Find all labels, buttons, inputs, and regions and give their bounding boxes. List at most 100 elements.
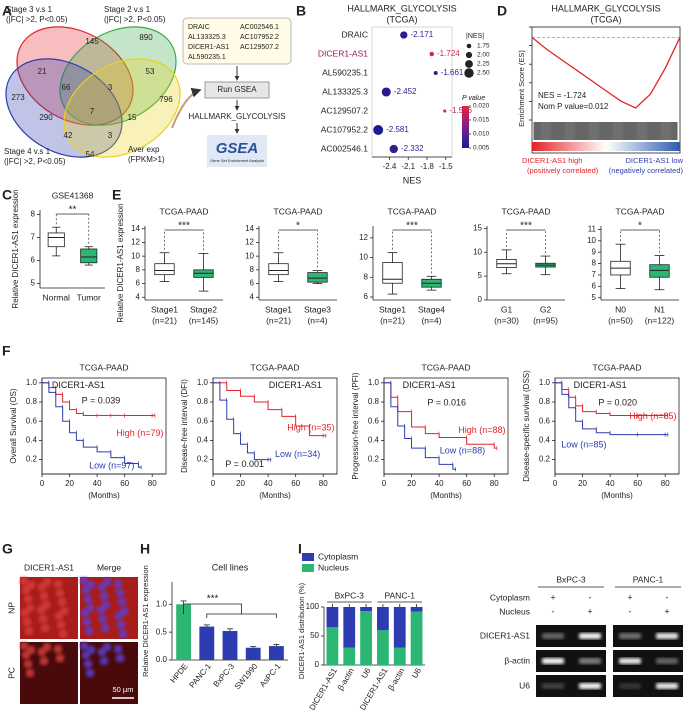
n-label: (n=95) [533, 315, 558, 325]
y-axis-label: Enrichment Score (ES) [517, 50, 526, 127]
y-tick-label: 0.6 [197, 416, 209, 425]
y-tick-label: 9 [592, 247, 597, 256]
sign: - [629, 606, 632, 616]
x-tick-label: Tumor [77, 292, 101, 302]
y-tick-label: 12 [245, 238, 254, 247]
annotation: Nom P value=0.012 [538, 102, 609, 111]
x-tick-label: 0 [211, 479, 216, 488]
gene-name: DRAIC [188, 24, 210, 31]
y-tick-label: 1.0 [197, 378, 209, 387]
y-tick-label: 14 [131, 224, 140, 233]
cell [22, 617, 32, 627]
survival-step [466, 437, 495, 445]
y-tick-label: 0.2 [368, 455, 380, 464]
cell [55, 588, 65, 598]
y-tick-label: 1.0 [368, 378, 380, 387]
survival-step [493, 444, 497, 449]
y-tick-label: 10 [131, 251, 140, 260]
x-tick-label: 60 [462, 479, 471, 488]
value-label: -1.724 [437, 49, 460, 58]
x-tick-label: Stage1 [151, 304, 178, 314]
survival-step [124, 457, 139, 464]
significance: *** [406, 221, 418, 232]
survival-step [55, 392, 63, 408]
survival-step [424, 426, 440, 435]
cell [53, 644, 63, 654]
y-tick-label: 10 [473, 247, 482, 256]
bar-segment [377, 630, 389, 665]
box [47, 232, 65, 248]
plot-frame [41, 377, 167, 475]
survival-step [438, 433, 467, 439]
venn-label: (|FC| >2, P<0.05) [104, 15, 166, 24]
legend-label: High (n=85) [629, 411, 676, 421]
cell [102, 642, 112, 652]
cell [42, 642, 52, 652]
y-tick-label: 0.8 [539, 397, 551, 406]
bar [245, 647, 261, 660]
colorbar [462, 106, 469, 148]
cell [86, 645, 96, 655]
value-label: -1.661 [441, 68, 464, 77]
es-curve [531, 36, 681, 109]
sign: - [589, 592, 592, 602]
cell [53, 579, 63, 589]
n-label: (n=4) [307, 315, 327, 325]
group-label: BxPC-3 [335, 590, 365, 600]
group-label: BxPC-3 [556, 574, 586, 584]
gene-label: DICER1-AS1 [269, 380, 322, 390]
step-box [204, 81, 270, 99]
panel-letter: A [2, 3, 12, 19]
x-tick-label: 40 [93, 479, 102, 488]
survival-step [582, 421, 597, 430]
legend-label: (negatively correlated) [609, 166, 684, 175]
group-label: PANC-1 [384, 590, 415, 600]
cell [26, 645, 36, 655]
y-axis-label: Disease-free interval (DFI) [180, 379, 189, 473]
survival-step [110, 451, 125, 459]
y-tick-label: 8 [250, 265, 255, 274]
logo-box [207, 135, 267, 167]
cell [99, 656, 109, 666]
cell [101, 600, 111, 610]
survival-step [75, 409, 84, 415]
chart-title: TCGA-PAAD [388, 206, 437, 216]
panel-letter: I [298, 541, 302, 557]
band-label: U6 [519, 680, 530, 690]
survival-step [568, 394, 576, 409]
gel-lane [536, 650, 606, 672]
venn-set [59, 26, 177, 126]
panel-letter: F [2, 343, 11, 359]
x-tick-label: 40 [435, 479, 444, 488]
gene-label: DICER1-AS1 [403, 380, 456, 390]
y-tick-label: 8 [136, 265, 141, 274]
survival-step [609, 413, 638, 416]
cell [116, 620, 126, 630]
gel-lane [536, 675, 606, 697]
chart-title: HALLMARK_GLYCOLYSIS [347, 3, 456, 13]
y-tick-label: 7 [31, 233, 36, 242]
y-tick-label: 0 [478, 295, 483, 304]
cell [57, 597, 67, 607]
survival-step [595, 411, 611, 415]
x-tick-label: DICER1-AS1 [308, 666, 340, 712]
gel-band [542, 658, 564, 664]
cell [113, 579, 123, 589]
venn-count: 145 [85, 37, 99, 46]
legend-label: DICER1-AS1 high [522, 156, 582, 165]
x-tick-label: 80 [148, 479, 157, 488]
y-tick-label: 6 [364, 292, 369, 301]
legend-label: Low (n=85) [561, 440, 606, 450]
survival-step [240, 390, 255, 397]
x-tick-label: -2.1 [401, 162, 415, 171]
survival-step [240, 433, 248, 445]
y-tick-label: 0.4 [539, 436, 551, 445]
x-tick-label: 40 [264, 479, 273, 488]
venn-label: Stage 3 v.s 1 [6, 5, 53, 14]
y-tick-label: 0.4 [197, 436, 209, 445]
legend-label: 0.020 [473, 103, 490, 110]
x-tick-label: HPDE [169, 662, 190, 685]
x-axis-label: NES [403, 175, 422, 185]
p-value: P = 0.016 [427, 397, 466, 407]
legend-label: 1.75 [477, 43, 490, 50]
